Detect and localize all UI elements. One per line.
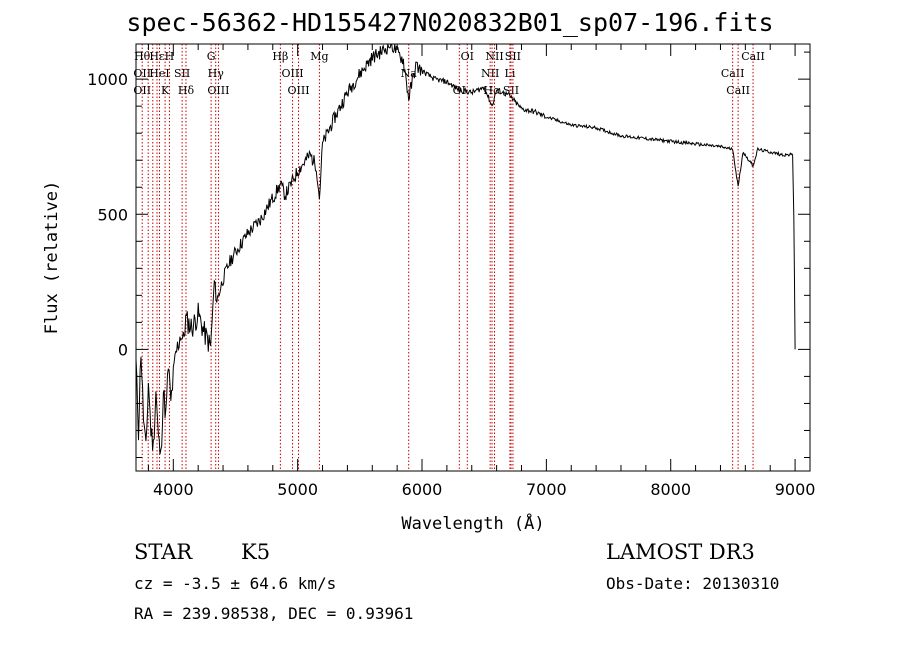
x-tick-label: 7000: [526, 480, 567, 499]
line-label: OIII: [287, 84, 309, 97]
y-tick-label: 500: [97, 205, 128, 224]
line-label: Mg: [310, 50, 328, 63]
line-label: OIII: [207, 84, 229, 97]
line-label: Hθ: [134, 50, 151, 63]
line-label: CaII: [726, 84, 750, 97]
spectrum-line: [135, 43, 796, 455]
line-label: H: [165, 50, 175, 63]
line-label: CaII: [721, 67, 745, 80]
line-label: Li: [505, 67, 516, 80]
y-tick-label: 0: [118, 340, 128, 359]
y-tick-label: 1000: [87, 70, 128, 89]
x-tick-label: 5000: [277, 480, 318, 499]
redshift-readout: cz = -3.5 ± 64.6 km/s: [134, 574, 337, 593]
y-axis-label: Flux (relative): [42, 181, 62, 335]
survey-name: LAMOST DR3: [606, 540, 755, 564]
line-label: Hγ: [208, 67, 225, 80]
line-label: Hβ: [272, 50, 288, 63]
obs-date: Obs-Date: 20130310: [606, 574, 780, 593]
plot-frame: [135, 43, 811, 472]
x-tick-label: 4000: [153, 480, 194, 499]
object-class: STAR: [134, 540, 193, 564]
line-label: Hε: [149, 50, 165, 63]
line-label: K: [161, 84, 170, 97]
line-label: OIII: [282, 67, 304, 80]
x-tick-label: 8000: [650, 480, 691, 499]
line-label: SII: [174, 67, 190, 80]
line-label: HeI: [149, 67, 169, 80]
x-tick-label: 6000: [402, 480, 443, 499]
subclass: K5: [241, 540, 271, 564]
line-label: G: [207, 50, 216, 63]
line-label: Hα: [484, 84, 502, 97]
line-label: OII: [133, 67, 151, 80]
chart-title: spec-56362-HD155427N020832B01_sp07-196.f…: [126, 8, 774, 37]
line-label: CaII: [741, 50, 765, 63]
x-axis-label: Wavelength (Å): [401, 512, 544, 534]
coordinates: RA = 239.98538, DEC = 0.93961: [134, 604, 414, 623]
line-label: SII: [505, 50, 521, 63]
line-label: NII: [481, 67, 499, 80]
line-label: NII: [485, 50, 503, 63]
line-label: Hδ: [178, 84, 195, 97]
line-label: OI: [461, 50, 474, 63]
x-tick-label: 9000: [775, 480, 816, 499]
line-label: OII: [133, 84, 151, 97]
